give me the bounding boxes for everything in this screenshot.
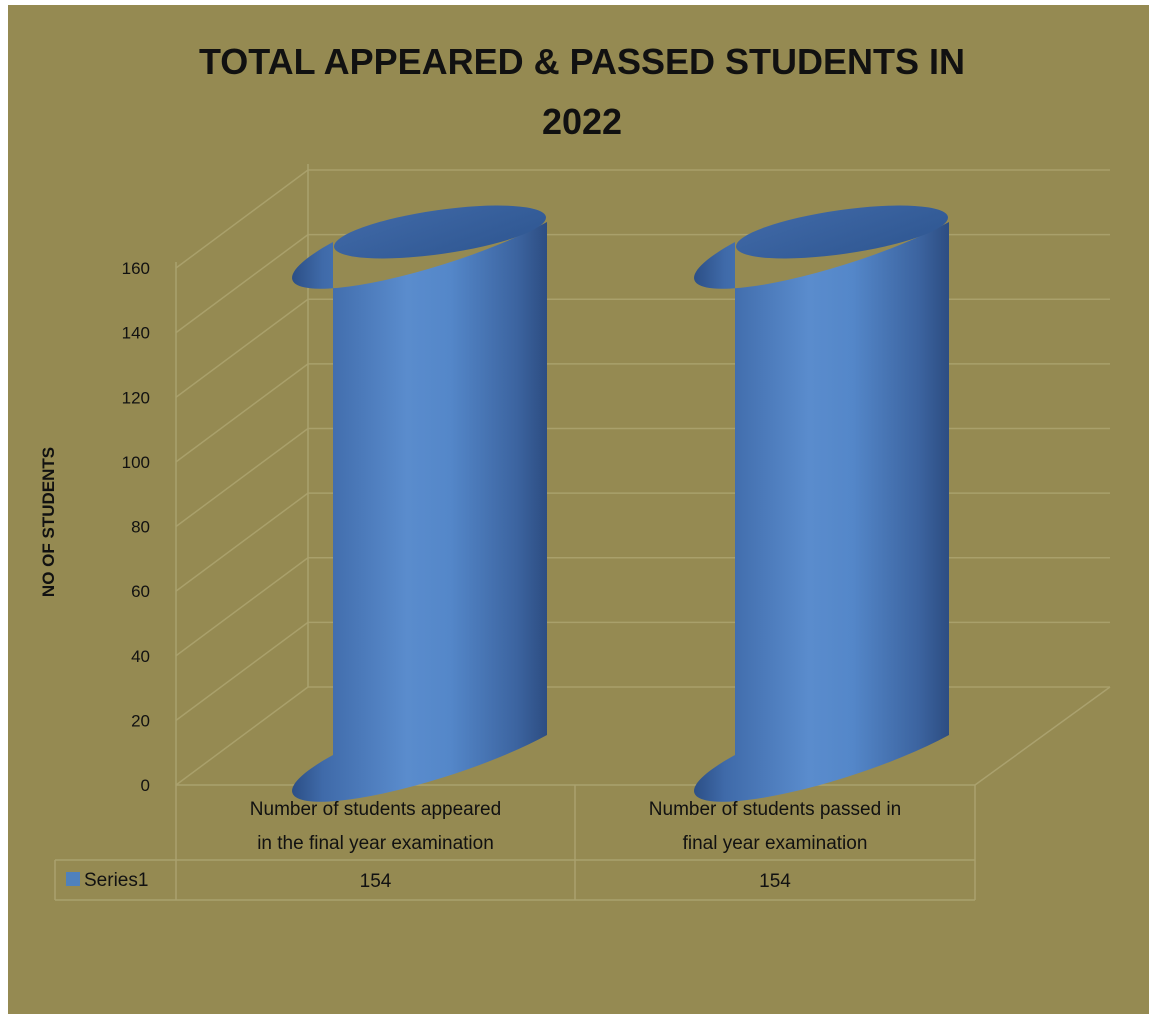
gridline-side [175,557,309,657]
y-axis-title: NO OF STUDENTS [39,447,58,597]
chart-title: TOTAL APPEARED & PASSED STUDENTS IN 2022 [199,41,965,142]
y-tick-label: 140 [122,324,150,343]
x-category-label: in the final year examination [257,833,494,854]
bar-body [694,222,949,802]
chart-title-line-2: 2022 [542,101,622,142]
gridline-side [175,427,309,528]
y-tick-label: 100 [122,453,150,472]
bar-top [736,205,948,259]
x-category-label: Number of students appeared [250,799,501,820]
bars [292,205,949,802]
y-tick-label: 40 [131,647,150,666]
bar-body [292,222,547,802]
chart-title-line-1: TOTAL APPEARED & PASSED STUDENTS IN [199,41,965,82]
bar-top [334,205,546,259]
data-table-value: 154 [759,871,791,892]
gridline-side [175,169,309,269]
y-tick-label: 80 [131,518,150,537]
x-category-label: final year examination [683,833,868,854]
legend-label: Series1 [84,870,148,891]
gridline-side [175,686,309,786]
floor-right-edge [974,686,1111,786]
data-table-value: 154 [360,871,392,892]
y-tick-label: 0 [141,776,150,795]
y-tick-label: 120 [122,388,150,407]
gridline-side [175,363,309,463]
gridline-side [175,298,309,398]
gridline-side [175,234,309,334]
y-tick-label: 160 [122,259,150,278]
bar-cylinder [292,205,547,802]
y-axis-ticks: 0 20 40 60 80 100 120 140 160 [122,259,150,795]
x-category-label: Number of students passed in [649,799,901,820]
bar-cylinder [694,205,949,802]
gridline-side [175,621,309,721]
y-tick-label: 60 [131,582,150,601]
legend-swatch [66,872,80,886]
data-table: Number of students appeared in the final … [54,785,976,901]
y-tick-label: 20 [131,711,150,730]
gridline-side [175,492,309,592]
